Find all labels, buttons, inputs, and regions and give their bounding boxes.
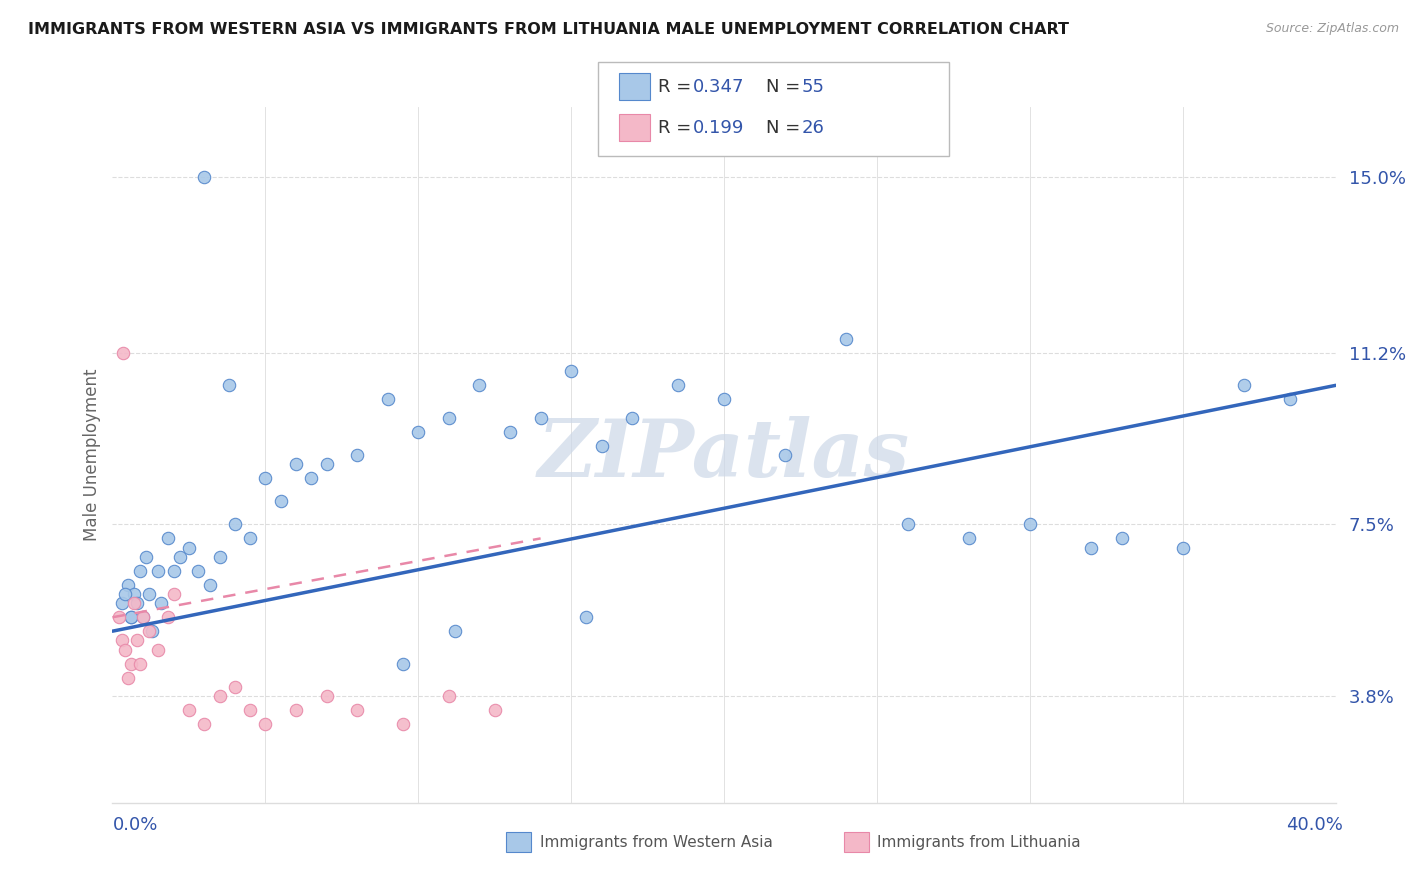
Text: 26: 26 (801, 119, 824, 136)
Point (835, 332, 858, 346)
Text: N =: N = (766, 78, 806, 95)
Point (444, 624, 467, 639)
Point (591, 439, 613, 453)
Point (1080, 541, 1102, 555)
Point (117, 671, 139, 685)
Point (156, 532, 179, 546)
Point (117, 578, 139, 592)
Text: Source: ZipAtlas.com: Source: ZipAtlas.com (1265, 22, 1399, 36)
Point (120, 610, 142, 624)
Point (575, 610, 598, 624)
Text: 0.347: 0.347 (693, 78, 745, 95)
Point (129, 564, 152, 578)
Point (284, 457, 308, 471)
Point (392, 717, 415, 731)
Point (122, 596, 145, 610)
Point (138, 587, 160, 601)
Point (112, 346, 135, 360)
Point (200, 578, 222, 592)
Point (392, 657, 415, 671)
Point (122, 587, 145, 601)
Point (193, 169, 215, 184)
Point (1278, 392, 1301, 407)
Text: 55: 55 (801, 78, 824, 95)
Point (1111, 532, 1133, 546)
Point (163, 587, 186, 601)
Point (129, 657, 152, 671)
Point (529, 410, 551, 425)
Text: ZIPatlas: ZIPatlas (538, 417, 910, 493)
Point (193, 717, 215, 731)
Point (125, 633, 148, 648)
Point (1233, 378, 1256, 392)
Text: 40.0%: 40.0% (1286, 816, 1343, 834)
Point (218, 378, 240, 392)
Point (957, 532, 980, 546)
Point (208, 689, 231, 703)
Point (114, 587, 136, 601)
Point (270, 494, 292, 508)
Point (120, 610, 142, 624)
Point (120, 657, 142, 671)
Point (484, 703, 506, 717)
Point (169, 549, 191, 564)
Point (468, 378, 491, 392)
Point (138, 624, 160, 639)
Point (621, 410, 644, 425)
Point (666, 378, 689, 392)
Text: N =: N = (766, 119, 806, 136)
Text: 0.0%: 0.0% (112, 816, 157, 834)
Point (148, 564, 170, 578)
Point (1171, 541, 1194, 555)
Text: R =: R = (658, 78, 697, 95)
Point (408, 425, 430, 439)
Point (713, 392, 735, 407)
Point (111, 596, 134, 610)
Point (499, 425, 522, 439)
Point (132, 610, 155, 624)
Text: 0.199: 0.199 (693, 119, 745, 136)
Point (107, 610, 129, 624)
Point (560, 364, 582, 378)
Point (299, 471, 322, 485)
Text: Immigrants from Western Asia: Immigrants from Western Asia (540, 835, 773, 849)
Point (239, 532, 262, 546)
Text: IMMIGRANTS FROM WESTERN ASIA VS IMMIGRANTS FROM LITHUANIA MALE UNEMPLOYMENT CORR: IMMIGRANTS FROM WESTERN ASIA VS IMMIGRAN… (28, 22, 1069, 37)
Point (377, 392, 399, 407)
Point (208, 549, 231, 564)
Point (177, 541, 200, 555)
Point (125, 596, 148, 610)
Point (187, 564, 209, 578)
Point (224, 517, 246, 532)
Point (132, 610, 155, 624)
Point (1018, 517, 1040, 532)
Point (284, 703, 308, 717)
Point (437, 410, 460, 425)
Text: R =: R = (658, 119, 697, 136)
Point (346, 448, 368, 462)
Point (254, 471, 277, 485)
Y-axis label: Male Unemployment: Male Unemployment (83, 368, 101, 541)
Point (141, 624, 163, 639)
Point (224, 680, 246, 694)
Point (148, 642, 170, 657)
Text: Immigrants from Lithuania: Immigrants from Lithuania (877, 835, 1081, 849)
Point (437, 689, 460, 703)
Point (239, 703, 262, 717)
Point (135, 549, 157, 564)
Point (315, 457, 337, 471)
Point (114, 642, 136, 657)
Point (111, 633, 134, 648)
Point (346, 703, 368, 717)
Point (254, 717, 277, 731)
Point (150, 596, 173, 610)
Point (315, 689, 337, 703)
Point (897, 517, 920, 532)
Point (163, 564, 186, 578)
Point (156, 610, 179, 624)
Point (177, 703, 200, 717)
Point (773, 448, 796, 462)
